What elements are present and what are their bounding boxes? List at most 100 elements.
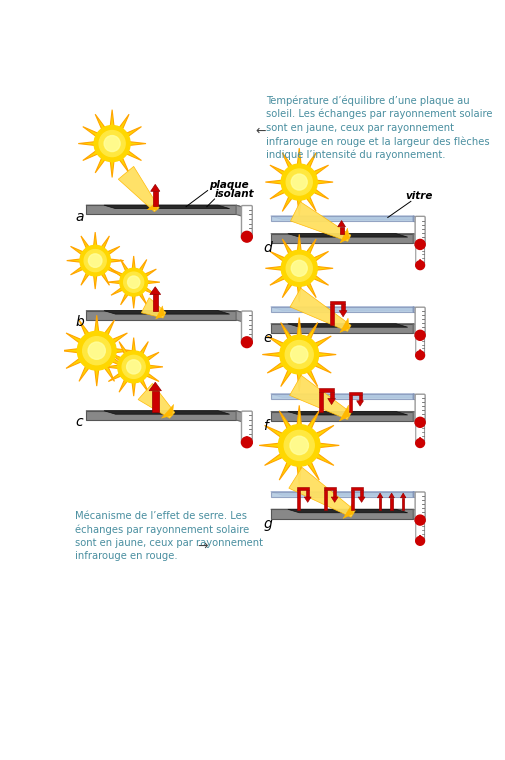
Text: plaque: plaque [209,180,249,190]
Polygon shape [271,324,413,333]
Polygon shape [236,205,247,218]
Polygon shape [324,487,336,490]
Polygon shape [271,411,425,415]
Polygon shape [153,192,158,206]
Polygon shape [150,185,160,192]
Polygon shape [271,492,413,497]
Polygon shape [271,307,425,310]
Circle shape [278,425,320,466]
Polygon shape [236,410,247,423]
Circle shape [124,272,144,292]
Polygon shape [265,148,333,216]
Polygon shape [153,294,158,312]
Text: b: b [75,315,84,329]
Circle shape [94,125,130,162]
Polygon shape [328,398,335,404]
Polygon shape [271,394,413,399]
Polygon shape [290,201,351,242]
Polygon shape [271,492,425,495]
Circle shape [118,351,149,383]
Circle shape [415,515,425,525]
Polygon shape [290,375,351,420]
Circle shape [88,342,106,359]
Text: ←: ← [256,125,266,138]
Polygon shape [262,318,336,391]
Polygon shape [331,497,338,502]
Polygon shape [377,493,383,498]
Text: f: f [263,419,268,433]
Circle shape [416,537,425,545]
FancyBboxPatch shape [415,217,425,246]
Circle shape [280,335,319,374]
Polygon shape [141,298,166,318]
Circle shape [80,245,111,276]
Polygon shape [360,490,363,497]
Polygon shape [351,490,354,510]
Circle shape [120,268,147,296]
Circle shape [83,337,111,365]
Text: a: a [75,210,84,223]
Circle shape [415,417,425,427]
Polygon shape [289,467,355,518]
FancyBboxPatch shape [415,307,425,337]
Circle shape [291,260,307,277]
Polygon shape [104,410,230,414]
Text: isolant: isolant [215,189,254,199]
Polygon shape [338,220,345,226]
Polygon shape [288,411,408,415]
Circle shape [416,439,425,448]
Polygon shape [152,391,159,411]
Polygon shape [265,234,333,302]
Circle shape [286,255,312,281]
Polygon shape [340,228,349,243]
Circle shape [286,169,312,195]
FancyBboxPatch shape [415,492,425,522]
Polygon shape [413,492,425,500]
Polygon shape [359,395,362,401]
Polygon shape [105,337,163,396]
Polygon shape [156,306,165,319]
Polygon shape [413,509,425,522]
FancyBboxPatch shape [416,519,425,543]
Polygon shape [86,205,247,209]
Polygon shape [147,201,159,210]
Circle shape [291,174,307,190]
Polygon shape [333,490,336,497]
Circle shape [128,276,140,288]
Polygon shape [86,410,236,420]
Polygon shape [389,493,394,498]
Polygon shape [351,487,363,490]
Polygon shape [340,226,343,234]
FancyBboxPatch shape [416,421,425,445]
Polygon shape [150,287,161,294]
Polygon shape [271,509,425,513]
Polygon shape [104,311,230,314]
Polygon shape [78,109,146,177]
Polygon shape [343,503,353,518]
Polygon shape [330,301,345,305]
Polygon shape [339,405,349,421]
Polygon shape [349,395,352,412]
Circle shape [415,239,425,249]
Circle shape [415,331,425,340]
Polygon shape [271,411,413,421]
Polygon shape [297,487,309,490]
Polygon shape [271,307,413,312]
Polygon shape [330,305,334,325]
Text: Température d’équilibre d’une plaque au
soleil. Les échanges par rayonnement sol: Température d’équilibre d’une plaque au … [266,95,493,160]
Polygon shape [379,498,381,510]
Text: Mécanisme de l’effet de serre. Les
échanges par rayonnement solaire
sont en jaun: Mécanisme de l’effet de serre. Les échan… [75,511,263,561]
FancyBboxPatch shape [241,205,252,239]
Polygon shape [349,392,362,395]
Circle shape [290,346,308,363]
Polygon shape [306,490,309,497]
Polygon shape [413,411,425,424]
Polygon shape [86,410,247,414]
Polygon shape [290,288,351,331]
Polygon shape [330,392,333,398]
Polygon shape [340,318,349,333]
Circle shape [290,436,309,454]
Circle shape [104,135,120,151]
Circle shape [285,340,313,369]
Polygon shape [118,166,159,212]
